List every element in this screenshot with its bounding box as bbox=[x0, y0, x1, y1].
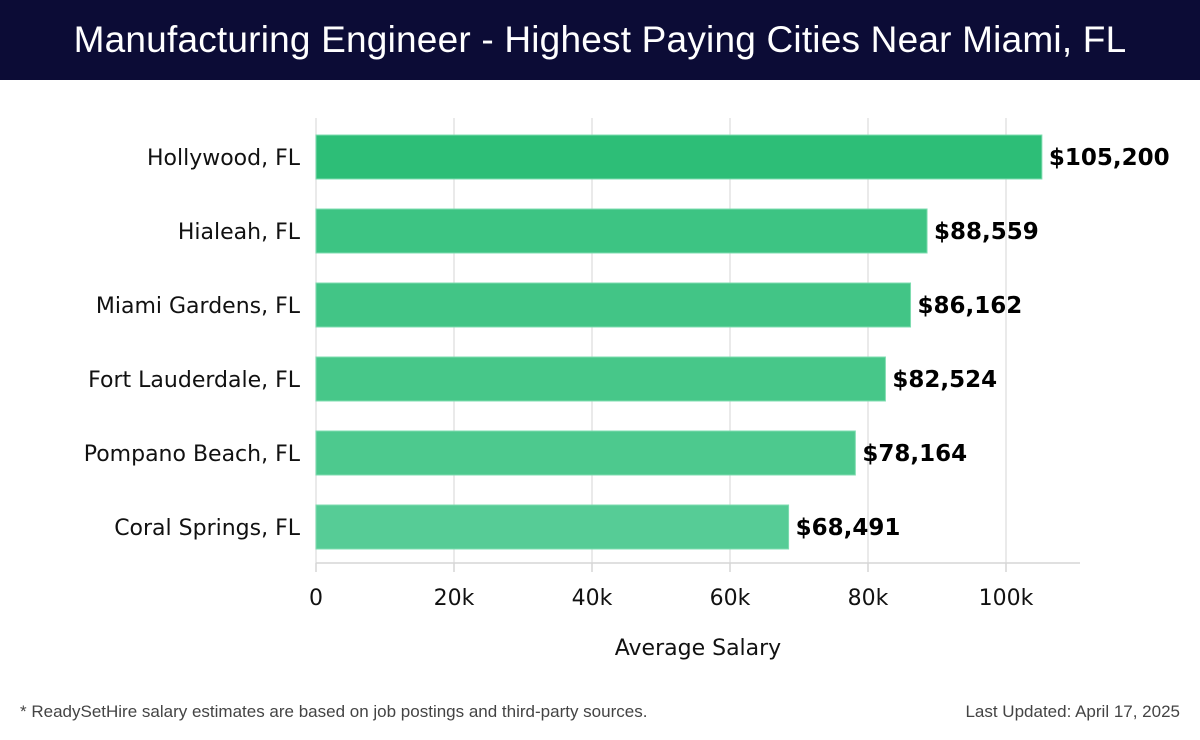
bar bbox=[315, 134, 1043, 180]
x-tick-label: 0 bbox=[309, 586, 323, 611]
chart-title: Manufacturing Engineer - Highest Paying … bbox=[73, 19, 1127, 60]
footnote: * ReadySetHire salary estimates are base… bbox=[20, 702, 648, 721]
value-label: $82,524 bbox=[892, 367, 997, 393]
category-label: Coral Springs, FL bbox=[114, 516, 301, 541]
bar bbox=[315, 356, 886, 402]
category-label: Hialeah, FL bbox=[178, 220, 301, 245]
x-tick-label: 40k bbox=[572, 586, 613, 611]
bar-chart: Hollywood, FL Hialeah, FL Miami Gardens, F… bbox=[84, 118, 1170, 661]
x-tick-label: 80k bbox=[848, 586, 889, 611]
value-label: $88,559 bbox=[934, 219, 1039, 245]
category-label: Miami Gardens, FL bbox=[96, 294, 301, 319]
bar bbox=[315, 282, 912, 328]
bars bbox=[315, 134, 1043, 550]
title-banner: Manufacturing Engineer - Highest Paying … bbox=[0, 0, 1200, 80]
category-label: Fort Lauderdale, FL bbox=[88, 368, 301, 393]
x-tick-label: 100k bbox=[979, 586, 1034, 611]
x-tick-label: 60k bbox=[710, 586, 751, 611]
value-label: $86,162 bbox=[918, 293, 1023, 319]
value-label: $68,491 bbox=[796, 515, 901, 541]
gridlines bbox=[315, 118, 1007, 563]
value-label: $105,200 bbox=[1049, 145, 1170, 171]
x-tick-label: 20k bbox=[434, 586, 475, 611]
bar bbox=[315, 504, 790, 550]
category-label: Pompano Beach, FL bbox=[84, 442, 301, 467]
x-axis: 0 20k 40k 60k 80k 100k bbox=[309, 562, 1080, 611]
last-updated: Last Updated: April 17, 2025 bbox=[965, 702, 1180, 721]
x-axis-title: Average Salary bbox=[615, 636, 781, 661]
bar bbox=[315, 208, 928, 254]
value-label: $78,164 bbox=[862, 441, 967, 467]
y-axis-labels: Hollywood, FL Hialeah, FL Miami Gardens, F… bbox=[84, 146, 301, 541]
bar bbox=[315, 430, 856, 476]
value-labels: $105,200 $88,559 $86,162 $82,524 $78,164 $68,… bbox=[796, 145, 1170, 541]
category-label: Hollywood, FL bbox=[147, 146, 301, 171]
